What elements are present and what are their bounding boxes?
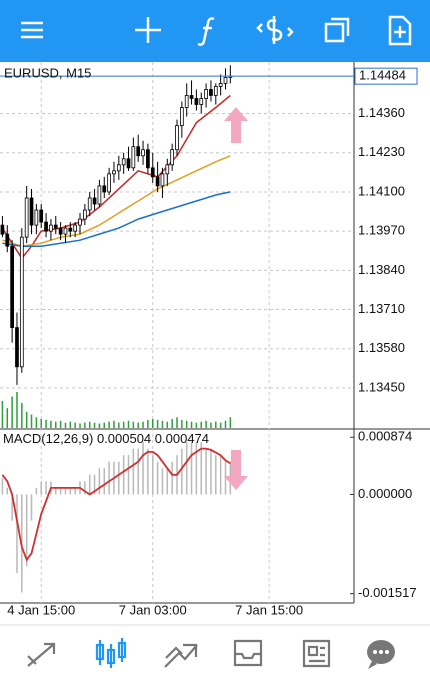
x-tick-label: 7 Jan 15:00 <box>235 602 303 617</box>
candle-body <box>53 224 58 229</box>
candle-body <box>179 107 184 127</box>
candle-body <box>44 221 48 232</box>
new-order-button[interactable] <box>388 15 412 46</box>
y-tick-label: 1.13970 <box>358 223 405 238</box>
candle-body <box>150 167 155 178</box>
candle-body <box>39 209 44 223</box>
y-tick-label: 0.000874 <box>358 429 412 444</box>
candle-body <box>112 170 116 175</box>
candle-body <box>121 158 126 166</box>
history-tab[interactable] <box>233 639 263 667</box>
candle-body <box>73 224 78 232</box>
candle-body <box>204 89 208 99</box>
moving-average <box>2 155 231 247</box>
moving-average <box>2 191 231 247</box>
candle-body <box>97 185 102 205</box>
candle-body <box>49 224 53 232</box>
y-tick-label: -0.001517 <box>358 585 417 600</box>
candle-body <box>209 89 213 96</box>
candle-body <box>136 146 141 157</box>
y-tick-label: 1.13450 <box>358 379 405 394</box>
candle-body <box>92 197 97 205</box>
candle-body <box>141 149 145 157</box>
candle-body <box>213 86 218 96</box>
up-arrow <box>224 107 248 143</box>
y-tick-label: 1.14360 <box>358 105 405 120</box>
toolbar <box>0 0 430 62</box>
candle-body <box>155 176 160 187</box>
toolbar-icons <box>21 15 412 46</box>
candle-body <box>10 245 14 329</box>
candle-body <box>24 197 29 238</box>
signal-value: 0.000474 <box>155 431 209 446</box>
news-tab[interactable] <box>302 639 331 668</box>
candle-body <box>19 236 24 368</box>
bubble-tail <box>368 661 377 669</box>
crosshair-button[interactable] <box>135 17 161 43</box>
dot <box>373 650 377 654</box>
current-price-box <box>354 67 418 85</box>
candle-body <box>0 224 5 235</box>
candle-body <box>223 76 228 84</box>
dot <box>385 650 389 654</box>
candle-body <box>34 209 39 226</box>
candle-body <box>146 149 150 169</box>
candle-body <box>184 95 189 108</box>
macd-label: MACD(12,26,9) 0.000504 0.000474 <box>3 431 209 446</box>
x-tick-label: 7 Jan 03:00 <box>119 602 187 617</box>
dot <box>379 650 383 654</box>
candle-body <box>68 227 73 232</box>
candle-body <box>83 209 87 220</box>
macd-name: MACD(12,26,9) <box>3 431 93 446</box>
plot: 1.14360 1.14230 1.14100 1.13970 1.13840 1.137… <box>0 62 418 617</box>
candle-body <box>87 197 92 211</box>
trade-button[interactable] <box>256 16 294 44</box>
candle-body <box>126 158 131 169</box>
y-tick-label: 1.14230 <box>358 144 405 159</box>
windows-button[interactable] <box>324 17 350 43</box>
messages-tab[interactable] <box>367 640 395 669</box>
candle-body <box>218 83 223 87</box>
candle-body <box>78 218 82 226</box>
down-arrow <box>224 450 248 490</box>
candle-body <box>189 95 194 99</box>
candle-body <box>15 327 19 368</box>
candle-body <box>170 149 175 166</box>
candle-body <box>131 146 136 169</box>
macd-value: 0.000504 <box>97 431 151 446</box>
bottom-nav <box>27 638 331 668</box>
candle-body <box>58 227 63 235</box>
quotes-tab[interactable] <box>27 642 56 667</box>
y-tick-label: 1.13710 <box>358 301 405 316</box>
candle-body <box>165 164 170 175</box>
candle-body <box>29 197 34 226</box>
symbol-label: EURUSD, M15 <box>4 65 91 80</box>
x-tick-label: 4 Jan 15:00 <box>7 602 75 617</box>
menu-button[interactable] <box>21 21 43 39</box>
chart-tab[interactable] <box>95 638 127 668</box>
candle-body <box>175 125 179 151</box>
candle-body <box>5 233 10 247</box>
current-price-label: 1.14484 <box>359 68 406 83</box>
y-tick-label: 1.14100 <box>358 183 405 198</box>
y-tick-label: 0.000000 <box>358 486 412 501</box>
signal-line <box>1 447 231 562</box>
candle-body <box>102 185 107 193</box>
y-tick-label: 1.13580 <box>358 340 405 355</box>
y-tick-label: 1.13840 <box>358 262 405 277</box>
candle-body <box>160 173 165 187</box>
candle-body <box>63 227 68 235</box>
indicators-button[interactable] <box>197 17 215 46</box>
trade-tab[interactable] <box>164 643 198 668</box>
candle-body <box>107 173 111 193</box>
candle-body <box>116 164 121 172</box>
candle-body <box>194 98 199 105</box>
candle-body <box>199 98 204 105</box>
